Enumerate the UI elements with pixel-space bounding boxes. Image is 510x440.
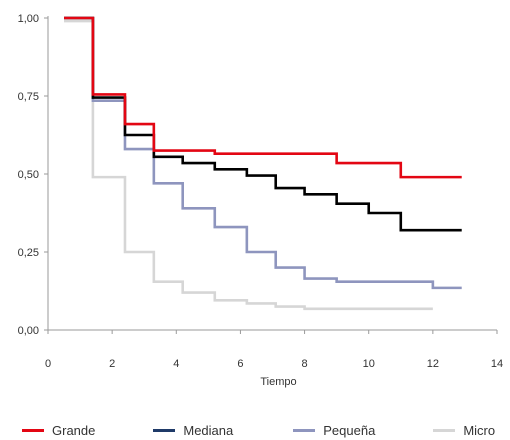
legend-item: Micro [433,420,495,440]
legend-label: Micro [463,422,496,438]
y-tick-label: 0,00 [18,325,39,337]
legend-label: Mediana [183,422,234,438]
x-tick-label: 2 [109,358,115,370]
series-line-0 [64,16,462,179]
y-tick-label: 0,75 [18,91,39,103]
x-tick-label: 0 [45,358,51,370]
legend-swatch [153,428,176,432]
legend: Grande Mediana Pequeña Micro [22,420,510,440]
legend-item: Mediana [153,420,233,440]
x-tick-label: 10 [363,358,375,370]
legend-swatch [293,428,316,432]
x-tick-label: 4 [173,358,179,370]
x-axis-title: Tiempo [260,376,296,388]
series-line-1 [64,16,462,232]
ticks-layer: 0,00 0,25 0,50 0,75 1,00 0 2 4 6 8 10 12 14 [18,13,504,370]
x-tick-label: 14 [491,358,503,370]
axes [47,16,497,331]
legend-label: Grande [52,422,96,438]
series-layer [64,16,462,311]
legend-swatch [22,428,44,432]
y-tick-label: 0,50 [18,169,39,181]
legend-item: Pequeña [293,420,375,440]
x-tick-label: 12 [427,358,439,370]
legend-item: Grande [22,420,95,440]
legend-swatch [433,428,456,432]
series-line-3 [64,19,433,311]
y-tick-label: 0,25 [18,247,39,259]
y-tick-label: 1,00 [18,13,39,25]
legend-label: Pequeña [323,422,376,438]
x-tick-label: 8 [302,358,308,370]
x-tick-label: 6 [237,358,243,370]
